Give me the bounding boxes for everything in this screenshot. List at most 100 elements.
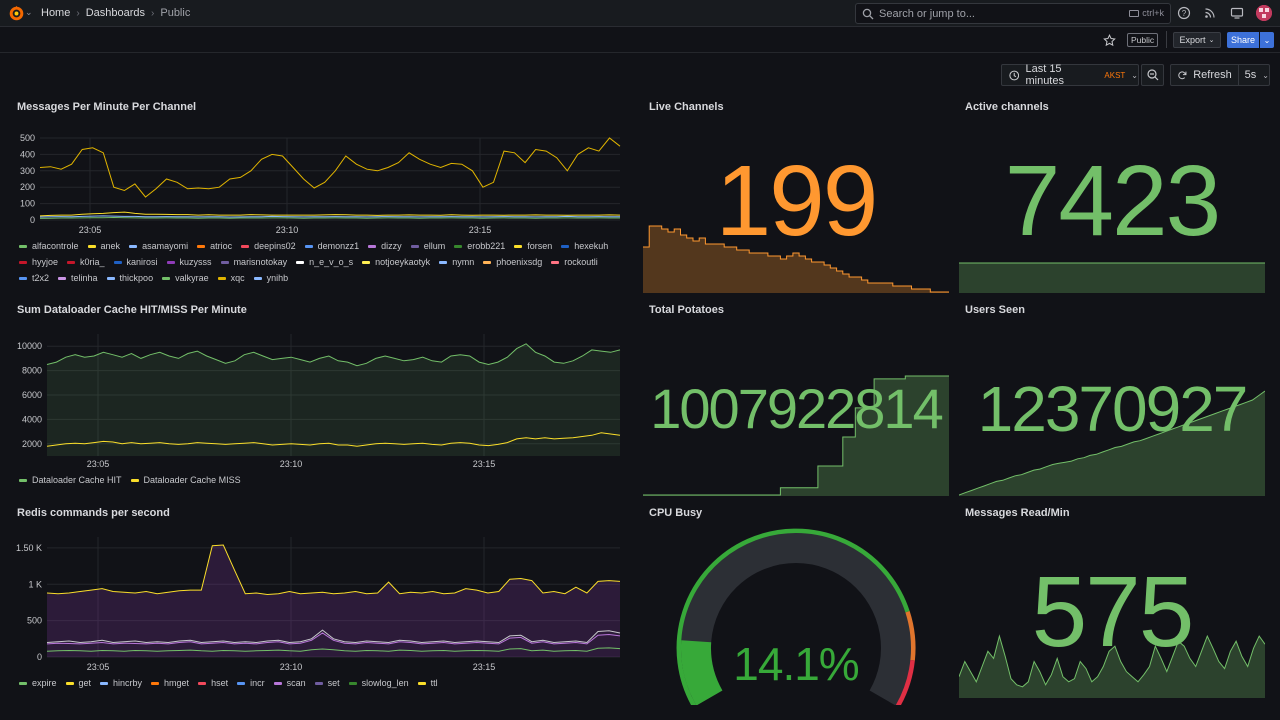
legend-item-t2x2[interactable]: t2x2 bbox=[19, 272, 49, 284]
series-line-Dataloader Cache MISS bbox=[46, 432, 621, 447]
breadcrumb-home[interactable]: Home bbox=[41, 7, 71, 19]
redis-commands-chart[interactable]: 1.50 K 1 K 500 0 23:05 23:10 23:15 bbox=[0, 533, 630, 675]
legend-item-marisnotokay[interactable]: marisnotokay bbox=[220, 256, 287, 268]
legend-swatch bbox=[241, 244, 250, 248]
legend-item-hexekuh[interactable]: hexekuh bbox=[561, 240, 608, 252]
menu-chevron-icon[interactable]: ⌄ bbox=[25, 7, 33, 17]
legend-item-xqc[interactable]: xqc bbox=[217, 272, 245, 284]
breadcrumb-dashboards[interactable]: Dashboards bbox=[85, 7, 146, 19]
legend-item-dataloader-cache-miss[interactable]: Dataloader Cache MISS bbox=[130, 474, 241, 486]
dashboard-toolbar bbox=[0, 27, 1280, 53]
panel-live-channels[interactable]: Live Channels bbox=[649, 101, 949, 293]
keyboard-icon bbox=[1129, 9, 1140, 17]
legend-item-erobb221[interactable]: erobb221 bbox=[454, 240, 505, 252]
search-icon bbox=[862, 8, 874, 19]
legend-label: atrioc bbox=[210, 241, 233, 251]
y-tick-label: 500 bbox=[20, 133, 35, 143]
legend-item-expire[interactable]: expire bbox=[19, 677, 57, 689]
legend-item-hmget[interactable]: hmget bbox=[151, 677, 189, 689]
legend-label: thickpoo bbox=[119, 273, 154, 283]
legend-item-deepins02[interactable]: deepins02 bbox=[241, 240, 296, 252]
export-button[interactable]: Export ⌄ bbox=[1173, 32, 1221, 48]
panel-users-seen[interactable]: Users Seen bbox=[965, 304, 1265, 496]
legend-item-nymn[interactable]: nymn bbox=[439, 256, 474, 268]
legend-item-notjoeykaotyk[interactable]: notjoeykaotyk bbox=[362, 256, 430, 268]
legend-item-alfacontrole[interactable]: alfacontrole bbox=[19, 240, 79, 252]
sparkline-area bbox=[959, 391, 1265, 496]
legend-label: erobb221 bbox=[467, 241, 506, 251]
panel-messages-per-minute[interactable]: Messages Per Minute Per Channel bbox=[17, 101, 627, 291]
legend-swatch bbox=[514, 244, 523, 248]
legend-item-hset[interactable]: hset bbox=[198, 677, 228, 689]
search-input[interactable]: Search or jump to... ctrl+k bbox=[855, 3, 1171, 24]
grafana-logo-icon[interactable] bbox=[8, 5, 25, 22]
y-tick-label: 2000 bbox=[22, 439, 42, 449]
legend-item-scan[interactable]: scan bbox=[273, 677, 306, 689]
legend-item-incr[interactable]: incr bbox=[237, 677, 265, 689]
legend-item-get[interactable]: get bbox=[65, 677, 91, 689]
dataloader-cache-chart[interactable]: 10000 8000 6000 4000 2000 23:05 23:10 23:15 bbox=[0, 330, 630, 473]
live-channels-value: 199 bbox=[715, 145, 879, 257]
panel-active-channels[interactable]: Active channels bbox=[965, 101, 1265, 293]
legend-item-phoenixsdg[interactable]: phoenixsdg bbox=[483, 256, 542, 268]
panel-title: Live Channels bbox=[649, 101, 724, 113]
legend-item-set[interactable]: set bbox=[314, 677, 340, 689]
refresh-icon[interactable] bbox=[1177, 70, 1187, 81]
panel-title: Messages Read/Min bbox=[965, 507, 1070, 519]
legend-item-kuzysss[interactable]: kuzysss bbox=[166, 256, 212, 268]
help-icon[interactable]: ? bbox=[1177, 6, 1191, 20]
legend-item-valkyrae[interactable]: valkyrae bbox=[162, 272, 209, 284]
legend-item-slowlog-len[interactable]: slowlog_len bbox=[348, 677, 409, 689]
refresh-interval-select[interactable]: 5s bbox=[1244, 69, 1257, 81]
legend-label: anek bbox=[100, 241, 121, 251]
legend-item-dataloader-cache-hit[interactable]: Dataloader Cache HIT bbox=[19, 474, 122, 486]
share-button[interactable]: Share bbox=[1227, 32, 1259, 48]
time-range-picker[interactable]: Last 15 minutes AKST ⌄ bbox=[1001, 63, 1139, 87]
refresh-button[interactable]: Refresh bbox=[1193, 69, 1232, 81]
avatar[interactable] bbox=[1256, 5, 1272, 21]
legend-item-ttl[interactable]: ttl bbox=[417, 677, 438, 689]
chart-legend: Dataloader Cache HIT Dataloader Cache MIS… bbox=[19, 474, 627, 486]
legend-item-forsen[interactable]: forsen bbox=[514, 240, 552, 252]
panel-total-potatoes[interactable]: Total Potatoes bbox=[649, 304, 949, 496]
x-tick-label: 23:10 bbox=[276, 225, 299, 235]
panel-redis-commands[interactable]: Redis commands per second bbox=[17, 507, 627, 697]
messages-per-minute-chart[interactable]: 500 400 300 200 100 0 23:05 23:10 23:15 bbox=[0, 125, 630, 240]
legend-item-demonzz1[interactable]: demonzz1 bbox=[304, 240, 359, 252]
star-icon[interactable] bbox=[1103, 34, 1116, 47]
x-tick-label: 23:05 bbox=[87, 459, 110, 469]
panel-dataloader-cache[interactable]: Sum Dataloader Cache HIT/MISS Per Minute bbox=[17, 304, 627, 494]
legend-item-anek[interactable]: anek bbox=[87, 240, 121, 252]
cpu-busy-gauge bbox=[676, 528, 916, 705]
search-placeholder: Search or jump to... bbox=[879, 7, 975, 20]
legend-item-hyyjoe[interactable]: hyyjoe bbox=[19, 256, 58, 268]
legend-label: incr bbox=[250, 678, 265, 688]
x-tick-label: 23:15 bbox=[473, 662, 496, 672]
legend-item-rockoutli[interactable]: rockoutli bbox=[551, 256, 598, 268]
legend-item-n-e-v-o-s[interactable]: n_e_v_o_s bbox=[296, 256, 353, 268]
active-channels-sparkline bbox=[959, 262, 1265, 293]
legend-swatch bbox=[348, 681, 357, 685]
messages-read-value: 575 bbox=[1031, 556, 1195, 668]
tv-mode-icon[interactable] bbox=[1230, 6, 1244, 20]
users-seen-value: 12370927 bbox=[977, 373, 1249, 445]
legend-item-k0ria-[interactable]: k0ria_ bbox=[67, 256, 105, 268]
legend-swatch bbox=[166, 260, 175, 264]
panel-messages-read[interactable]: Messages Read/Min bbox=[965, 507, 1265, 699]
share-dropdown-button[interactable]: ⌄ bbox=[1260, 32, 1274, 48]
refresh-control: Refresh 5s ⌄ bbox=[1170, 64, 1270, 86]
rss-feed-icon[interactable] bbox=[1203, 6, 1217, 20]
legend-item-ynihb[interactable]: ynihb bbox=[253, 272, 288, 284]
legend-item-telinha[interactable]: telinha bbox=[58, 272, 98, 284]
legend-item-hincrby[interactable]: hincrby bbox=[100, 677, 142, 689]
legend-item-atrioc[interactable]: atrioc bbox=[197, 240, 232, 252]
legend-item-kanirosi[interactable]: kanirosi bbox=[113, 256, 158, 268]
panel-cpu-busy[interactable]: CPU Busy bbox=[649, 507, 949, 699]
legend-item-thickpoo[interactable]: thickpoo bbox=[106, 272, 154, 284]
legend-item-ellum[interactable]: ellum bbox=[410, 240, 445, 252]
legend-item-dizzy[interactable]: dizzy bbox=[368, 240, 402, 252]
legend-item-asamayomi[interactable]: asamayomi bbox=[129, 240, 188, 252]
zoom-out-button[interactable] bbox=[1141, 64, 1164, 86]
legend-swatch bbox=[454, 244, 463, 248]
legend-label: phoenixsdg bbox=[496, 257, 543, 267]
